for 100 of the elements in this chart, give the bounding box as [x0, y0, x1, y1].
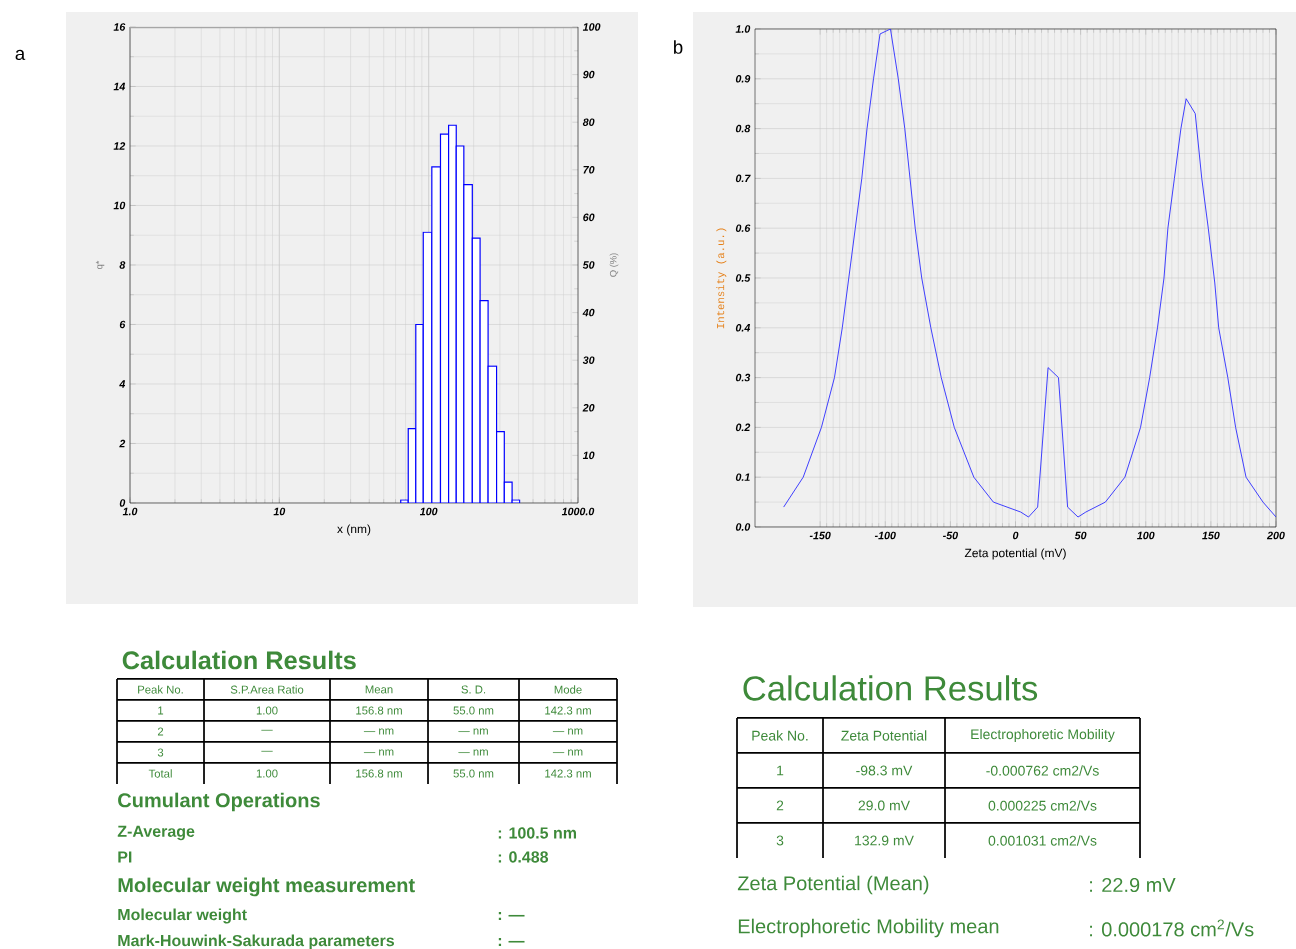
y-tick-label: 6: [119, 320, 126, 329]
text: Molecular weight: [118, 908, 247, 924]
category-label: Peak No.: [138, 685, 183, 694]
y-tick-label: 0.1: [735, 473, 750, 481]
y-tick-label: 0.9: [735, 74, 751, 83]
y2-tick-label: 90: [582, 70, 595, 79]
y2-tick-label: 80: [582, 118, 595, 126]
category-label: Mean: [365, 685, 393, 694]
y2-tick-label: 20: [582, 403, 595, 412]
y2-tick-label: 30: [582, 356, 595, 364]
y-tick-label: 0.4: [735, 323, 751, 332]
x-tick-label: 1000.0: [561, 507, 595, 516]
text: : —: [498, 911, 525, 920]
y2-tick-label: 10: [582, 451, 595, 459]
text: b: [674, 39, 683, 54]
y-tick-label: 8: [119, 260, 126, 269]
y-tick-label: 0.7: [735, 174, 751, 182]
category-label: Mode: [554, 685, 582, 694]
text: 142.3 nm: [545, 706, 591, 715]
text: a: [15, 49, 26, 60]
text: Z-Average: [117, 825, 195, 840]
category-label: Zeta Potential: [841, 730, 927, 741]
text: Electrophoretic Mobility mean: [738, 918, 999, 938]
y2-axis-title: Q (%): [609, 253, 619, 277]
text: : 100.5 nm: [498, 827, 577, 839]
y-tick-label: 0.5: [735, 273, 751, 282]
text: Calculation Results: [743, 675, 1038, 701]
text: : —: [498, 937, 525, 946]
y-tick-label: 0.3: [735, 373, 751, 382]
x-tick-label: -100: [874, 531, 896, 540]
category-label: 1: [158, 706, 164, 715]
x-tick-label: -50: [942, 531, 958, 540]
y-tick-label: 0.6: [735, 224, 751, 232]
category-label: Electrophoretic Mobility: [971, 728, 1115, 742]
y-tick-label: 14: [113, 82, 126, 90]
category-label: Total: [148, 769, 172, 778]
category-label: 2: [776, 800, 784, 811]
text: : 0.488: [498, 851, 549, 863]
text: 0.000225 cm2/Vs: [988, 800, 1097, 811]
text: 1.00: [256, 769, 278, 778]
y-tick-label: 0.2: [735, 423, 751, 431]
text: : 22.9 mV: [1090, 877, 1176, 892]
text: Cumulant Operations: [118, 792, 320, 812]
text: — nm: [552, 749, 583, 756]
text: Calculation Results: [122, 650, 356, 670]
y-tick-label: 0.8: [735, 124, 751, 133]
y-tick-label: 0.0: [735, 522, 751, 531]
x-tick-label: 0: [1012, 531, 1019, 540]
category-label: S. D.: [461, 685, 486, 694]
text: 156.8 nm: [356, 706, 402, 715]
line-series: [783, 28, 1276, 518]
text: -98.3 mV: [856, 765, 913, 776]
x-tick-label: -150: [809, 531, 831, 540]
text: — nm: [458, 749, 488, 756]
text: -0.000762 cm2/Vs: [986, 765, 1099, 776]
text: — nm: [363, 749, 394, 756]
y-tick-label: 16: [113, 22, 126, 31]
category-label: 3: [776, 835, 784, 846]
y2-tick-label: 100: [582, 22, 601, 31]
text: PI: [118, 851, 132, 863]
y-tick-label: 0: [119, 498, 126, 507]
text: — nm: [363, 728, 394, 735]
text: : 0.000178 cm$^{2}$/Vs: [1090, 919, 1254, 937]
y-axis-title: Intensity (a.u.): [716, 228, 727, 328]
y-tick-label: 2: [119, 439, 126, 447]
y2-tick-label: 40: [582, 308, 595, 317]
text: — nm: [552, 728, 583, 735]
text: — nm: [458, 728, 488, 735]
category-label: S.P.Area Ratio: [230, 685, 304, 694]
text: 55.0 nm: [453, 706, 494, 715]
text: Zeta Potential (Mean): [737, 875, 929, 895]
text: 1.00: [256, 706, 278, 715]
text: Mark-Houwink-Sakurada parameters: [118, 934, 395, 949]
x-axis-title: Zeta potential (mV): [964, 548, 1066, 560]
x-axis-title: x (nm): [337, 524, 371, 536]
text: 156.8 nm: [356, 769, 402, 778]
text: 132.9 mV: [855, 835, 914, 846]
y-tick-label: 1.0: [735, 24, 751, 33]
text: —: [261, 729, 273, 731]
text: —: [261, 750, 273, 752]
category-label: Peak No.: [752, 730, 808, 741]
y-axis-title: q*: [95, 260, 105, 269]
y2-tick-label: 60: [583, 213, 595, 221]
y-tick-label: 4: [119, 380, 126, 388]
category-label: 3: [157, 748, 164, 757]
category-label: 1: [777, 765, 784, 776]
text: 142.3 nm: [545, 769, 591, 778]
y-tick-label: 12: [113, 142, 126, 150]
text: 0.001031 cm2/Vs: [988, 835, 1097, 846]
x-tick-label: 100: [1137, 531, 1155, 540]
text: Molecular weight measurement: [118, 877, 415, 897]
x-tick-label: 150: [1202, 531, 1220, 540]
text: 29.0 mV: [858, 800, 910, 811]
category-label: 2: [157, 727, 164, 736]
y2-tick-label: 50: [582, 260, 595, 269]
x-tick-label: 100: [419, 507, 438, 516]
x-tick-label: 200: [1266, 531, 1285, 540]
x-tick-label: 10: [273, 507, 286, 516]
text: 55.0 nm: [453, 769, 494, 778]
x-tick-label: 50: [1074, 531, 1087, 540]
